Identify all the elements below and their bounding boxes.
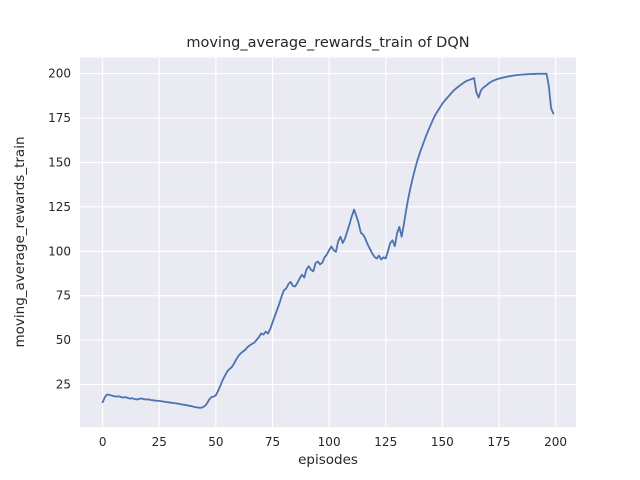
- x-tick-label: 75: [265, 435, 280, 449]
- y-tick-label: 200: [48, 67, 71, 81]
- y-tick-label: 125: [48, 200, 71, 214]
- series-line-moving_average_rewards_train: [101, 72, 555, 409]
- y-tick-label: 175: [48, 111, 71, 125]
- x-tick-label: 200: [544, 435, 567, 449]
- y-tick-label: 75: [56, 289, 71, 303]
- x-tick-label: 0: [99, 435, 107, 449]
- x-tick-label: 175: [488, 435, 511, 449]
- x-tick-label: 100: [318, 435, 341, 449]
- y-axis-label: moving_average_rewards_train: [12, 136, 28, 348]
- chart-title: moving_average_rewards_train of DQN: [186, 35, 470, 51]
- x-axis-label: episodes: [298, 452, 358, 468]
- x-tick-label: 150: [431, 435, 454, 449]
- x-tick-label: 50: [208, 435, 223, 449]
- y-tick-label: 25: [56, 378, 71, 392]
- axes-background: [80, 57, 576, 428]
- y-tick-label: 150: [48, 155, 71, 169]
- y-tick-label: 100: [48, 244, 71, 258]
- x-tick-label: 125: [374, 435, 397, 449]
- x-tick-label: 25: [152, 435, 167, 449]
- y-tick-label: 50: [56, 333, 71, 347]
